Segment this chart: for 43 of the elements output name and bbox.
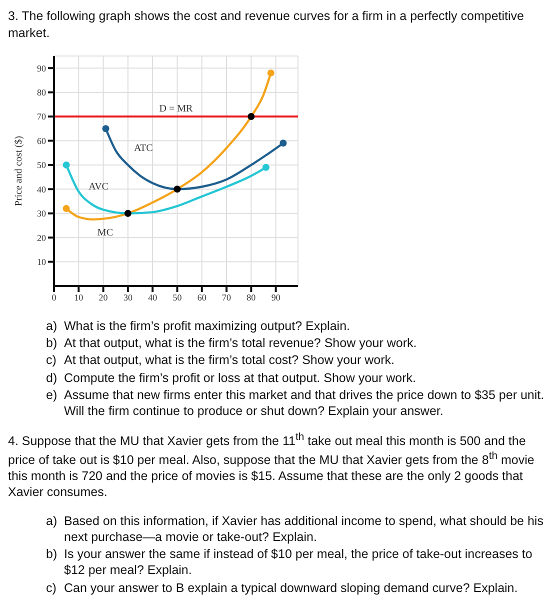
x-tick-label: 60 (197, 292, 207, 302)
point (262, 164, 270, 171)
ref-line-label: D = MR (159, 103, 194, 114)
y-tick-label: 70 (37, 111, 46, 122)
x-tick-label: 80 (246, 292, 256, 302)
series-label: MC (97, 227, 114, 238)
point (267, 69, 274, 76)
series-label: ATC (134, 142, 154, 154)
x-tick-label: 40 (148, 292, 158, 302)
point (174, 185, 181, 192)
y-tick-label: 80 (37, 87, 46, 98)
text: b) At that output, what is the firm’s total revenue? Show your work. (46, 335, 417, 352)
y-tick-label: 20 (37, 232, 46, 243)
x-tick-label: 0 (52, 292, 57, 302)
x-tick-label: 90 (271, 292, 281, 302)
text: b) Is your answer the same if instead of $10 per meal, the price of take-out increases to $12 per meal? Explain. (46, 546, 534, 579)
text: c) Can your answer to B explain a typical downward sloping demand curve? Explain. (46, 580, 518, 596)
point (280, 139, 287, 146)
chart-title: 3. The following graph shows the cost and revenue curves for a firm in a perfectly competitive market. (8, 8, 525, 42)
point (102, 124, 110, 132)
text: a) What is the firm’s profit maximizing output? Explain. (46, 318, 350, 334)
point (62, 204, 70, 212)
y-tick-label: 90 (37, 63, 46, 74)
y-tick-label: 10 (37, 256, 46, 267)
point (248, 112, 255, 120)
series-label: AVC (88, 181, 109, 192)
y-tick-label: 60 (37, 136, 46, 146)
x-tick-label: 70 (222, 292, 232, 302)
x-tick-label: 10 (74, 292, 84, 302)
y-tick-label: 40 (37, 184, 46, 194)
text: 4. Suppose that the MU that Xavier gets from the 11$^{th}$ take out meal this month is 500 and the price of take out is $10 per meal. Also, suppose that the MU that Xavier gets from the 8$^{th}$ movie this month is 720 and the price of movies is $15. Assume that these are the only 2 goods that Xavier consumes. (8, 431, 536, 501)
x-tick-label: 50 (172, 292, 182, 302)
x-tick-label: 20 (98, 292, 108, 302)
text: e) Assume that new firms enter this market and that drives the price down to $35 per unit. Will the firm continue to produce or shut down? Explain your answer. (46, 386, 546, 420)
y-tick-label: 50 (37, 160, 46, 170)
y-axis-title: Price and cost ($) (14, 136, 25, 206)
point (62, 161, 70, 168)
x-tick-label: 30 (123, 292, 133, 302)
text: c) At that output, what is the firm’s total cost? Show your work. (46, 352, 394, 368)
y-tick-label: 30 (37, 208, 46, 218)
point (124, 210, 132, 217)
text: a) Based on this information, if Xavier has additional income to spend, what should be his next purchase—a movie or take-out? Explain. (46, 512, 544, 546)
text: d) Compute the firm’s profit or loss at that output. Show your work. (46, 370, 416, 386)
